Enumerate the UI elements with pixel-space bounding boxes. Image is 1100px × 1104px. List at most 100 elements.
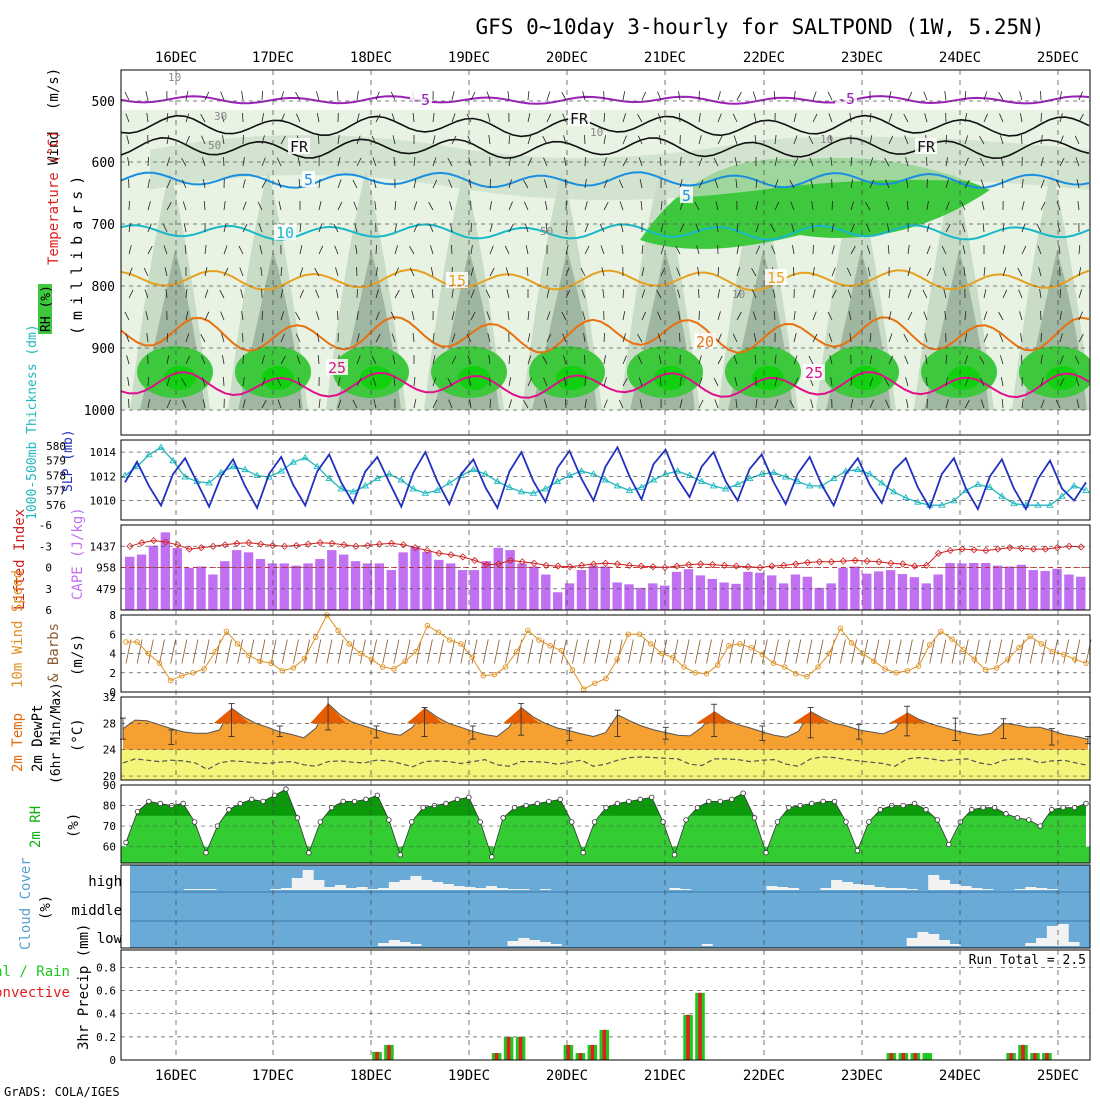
cloud-high-bar (292, 878, 303, 890)
wind10-barb (941, 640, 946, 664)
thickness-ytick: 576 (46, 499, 66, 512)
cloud-high-bar (788, 888, 799, 890)
li-ytick: -3 (39, 540, 52, 553)
rh2m-point (455, 797, 460, 802)
wind10-barb (506, 640, 511, 664)
cape-bar (256, 559, 265, 610)
precip-conv-bar (1021, 1045, 1025, 1060)
rh2m-point (604, 805, 609, 810)
cloud-high-bar (378, 888, 389, 890)
wind-barb (753, 91, 756, 100)
rh2m-point (707, 799, 712, 804)
date-label-bottom: 18DEC (350, 1068, 392, 1084)
date-label-bottom: 24DEC (939, 1068, 981, 1084)
cape-bar (945, 563, 954, 610)
credit-label: GrADS: COLA/IGES (4, 1085, 120, 1099)
cloud-high-bar (324, 887, 335, 890)
rh2m-point (398, 852, 403, 857)
wind10-barb (628, 640, 633, 664)
cloud-high-bar (950, 884, 961, 890)
rh-contour-label: 50 (208, 139, 221, 152)
temp-contour-label: 15 (448, 272, 466, 290)
rh2m-point (364, 797, 369, 802)
cape-bar (161, 532, 170, 610)
cape-bar (1052, 569, 1061, 610)
temp-contour-label: 15 (767, 269, 785, 287)
cloud-low-bar (518, 938, 529, 946)
cape-bar (387, 570, 396, 610)
rh2m-point (158, 801, 163, 806)
cloud-low-bar (540, 942, 551, 946)
wind10-barb (907, 640, 912, 664)
wind10-barb (595, 640, 600, 664)
cloud-high-bar (1047, 889, 1058, 890)
wind10-barb (606, 640, 611, 664)
cape-bar (244, 552, 253, 610)
cloud-high-bar (508, 889, 519, 890)
rh2m-point (329, 805, 334, 810)
cloud-low-bar (551, 944, 562, 946)
wind-barb (316, 91, 319, 100)
cape-bar (601, 567, 610, 610)
precip-conv-bar (519, 1037, 523, 1060)
cape-bar (375, 563, 384, 610)
cloud-cover-label: Cloud Cover (18, 857, 34, 950)
wind10-barb (327, 640, 332, 664)
cloud-high-bar (357, 887, 368, 890)
wind10-barb (1030, 640, 1035, 664)
precip-conv-bar (591, 1045, 595, 1060)
precip-ytick: 0.6 (96, 985, 116, 998)
wind10-barb (684, 640, 689, 664)
wind-barb (718, 91, 720, 100)
wind10-barb (383, 640, 388, 664)
cape-bar (922, 583, 931, 610)
cloud-high-bar (842, 882, 853, 890)
wind-barb (376, 92, 379, 100)
wind10-barb (573, 640, 578, 664)
wind10-barb (997, 640, 1002, 664)
rh2m-point (947, 842, 952, 847)
wind10-barb (405, 640, 410, 664)
cloud-low-bar (508, 941, 519, 946)
rh2m-point (832, 799, 837, 804)
cape-ytick: 1437 (90, 540, 117, 553)
rh2m-point (569, 820, 574, 825)
wind10-barb (193, 640, 198, 664)
precip-conv-bar (579, 1053, 583, 1060)
cape-bar (636, 588, 645, 610)
wind-barb (908, 92, 912, 100)
cloud-high-bar (206, 889, 217, 890)
cape-bar (767, 575, 776, 610)
rh2m-point (1049, 807, 1054, 812)
precip-axis-label: 3hr Precip (mm) (76, 924, 92, 1050)
wind10-barb (896, 640, 901, 664)
slp-ytick: 1010 (90, 495, 117, 508)
cape-bar (719, 582, 728, 610)
date-label-bottom: 25DEC (1037, 1068, 1079, 1084)
rh2m-point (1061, 805, 1066, 810)
cape-bar (815, 588, 824, 610)
precip-ytick: 0.8 (96, 961, 116, 974)
cloud-high-label: high (88, 874, 122, 890)
cape-bar (303, 563, 312, 610)
date-label-top: 25DEC (1037, 50, 1079, 66)
rh-vivid-blob (556, 366, 588, 390)
upper-wind-units-label: (m/s) (46, 68, 62, 110)
wind10-barb (840, 640, 845, 664)
cape-bar (173, 548, 182, 610)
temp-contour-label: 25 (805, 364, 823, 382)
rh2m-point (969, 807, 974, 812)
cloud-low-bar (928, 934, 939, 946)
cape-bar (933, 575, 942, 610)
cloud-high-bar (443, 884, 454, 890)
upper-ytick: 700 (92, 218, 115, 233)
precip-conv-bar (1045, 1053, 1049, 1060)
temp2m-ytick: 28 (103, 717, 116, 730)
cape-bar (672, 572, 681, 610)
wind10-barb (550, 640, 555, 664)
precip-total-label: Total / Rain (0, 964, 70, 980)
date-label-bottom: 23DEC (841, 1068, 883, 1084)
upper-pressure-label: (millibars) (68, 170, 86, 335)
li-ytick: 6 (45, 604, 52, 617)
